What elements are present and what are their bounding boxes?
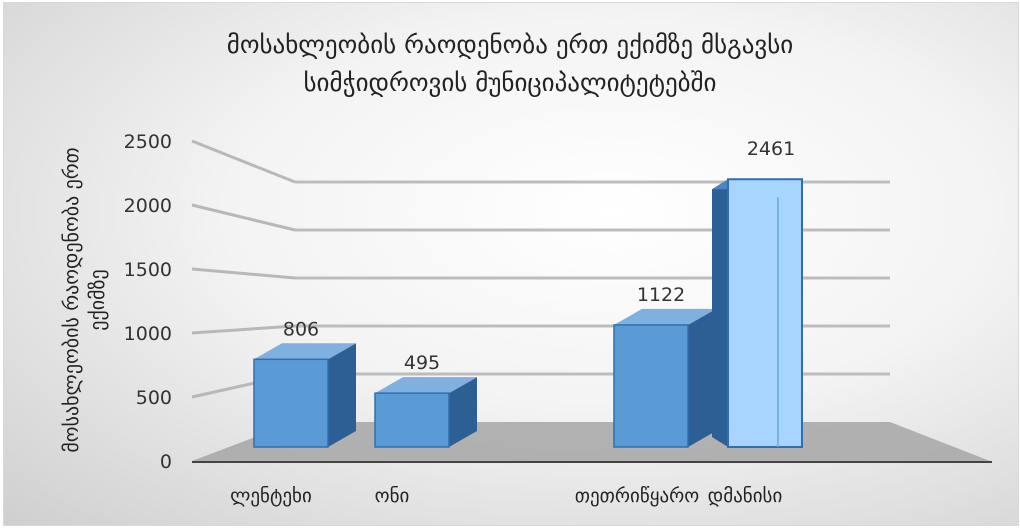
x-tick-label: ონი xyxy=(375,485,410,507)
bar-side xyxy=(688,308,716,447)
y-tick-label: 2000 xyxy=(124,195,172,217)
gridline-side xyxy=(191,139,296,184)
x-tick-label: ლენტეხი xyxy=(230,485,312,507)
y-tick-label: 2500 xyxy=(124,131,172,153)
y-tick-label: 0 xyxy=(160,451,172,473)
chart-title-line-1: მოსახლეობის რაოდენობა ერთ ექიმზე მსგავსი xyxy=(226,30,794,59)
bar xyxy=(613,324,689,448)
bar xyxy=(374,392,450,448)
bar-top xyxy=(375,377,477,394)
x-tick-label: დმანისი xyxy=(708,485,783,507)
bar-top xyxy=(614,308,716,325)
bar-side xyxy=(449,377,477,447)
x-tick-label: თეთრიწყარო xyxy=(575,485,699,507)
data-label: 806 xyxy=(283,318,319,340)
bar-side xyxy=(712,179,728,447)
y-tick-label: 500 xyxy=(136,387,172,409)
y-tick-label: 1500 xyxy=(124,259,172,281)
data-label: 2461 xyxy=(747,138,795,160)
bar xyxy=(727,178,803,448)
bar-side xyxy=(328,343,356,447)
y-tick-label: 1000 xyxy=(124,323,172,345)
chart-title: მოსახლეობის რაოდენობა ერთ ექიმზე მსგავსი… xyxy=(160,26,860,102)
data-label: 495 xyxy=(404,352,440,374)
chart-title-line-2: სიმჭიდროვის მუნიციპალიტეტებში xyxy=(303,68,717,97)
bar-top xyxy=(254,343,356,360)
gridline-side xyxy=(191,324,296,335)
bar xyxy=(253,358,329,448)
gridline-side xyxy=(191,267,296,280)
gridline-side xyxy=(191,203,296,232)
data-label: 1122 xyxy=(637,284,685,306)
